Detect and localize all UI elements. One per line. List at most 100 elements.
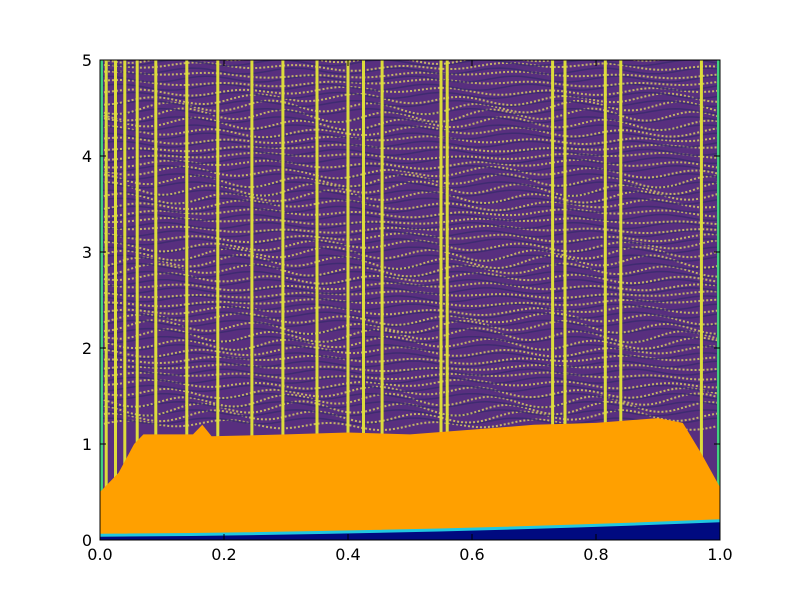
x-tick-label: 0.0 [87,545,112,564]
wave-band [100,319,720,335]
wave-band [100,246,720,262]
vertical-stripes [104,60,703,540]
wave-band [100,221,720,230]
wave-band [100,287,720,295]
y-tick-label: 3 [82,243,92,262]
vertical-stripe [362,60,365,540]
wave-band [100,385,720,400]
wave-band [100,132,720,140]
y-tick-label: 5 [82,51,92,70]
vertical-stripe [346,60,350,540]
wave-band [100,352,720,360]
wave-band [100,409,720,417]
vertical-stripe [603,60,607,540]
wave-band [100,335,720,351]
wave-band [100,217,720,226]
wave-band [100,197,720,205]
vertical-stripe [104,60,108,540]
wave-band [100,246,720,254]
x-tick-label: 0.4 [335,545,360,564]
wave-band [100,140,720,148]
wave-band [100,401,720,409]
wave-band [100,99,720,108]
wave-band [100,213,720,222]
wave-band [100,417,720,425]
wave-band [100,148,720,156]
wave-band [100,368,720,376]
wave-band [100,262,720,278]
wave-band [100,124,720,132]
wave-band [100,327,720,344]
wave-band [100,363,720,373]
wave-band [100,344,720,352]
axis-ticks [99,59,721,541]
axis-tick-labels: 0.0 0.2 0.4 0.6 0.8 1.0 0 1 2 3 4 5 [82,51,733,564]
wave-band [100,327,720,336]
wave-band [100,108,720,116]
wave-band [100,116,720,124]
vertical-stripe [315,60,319,540]
floor-region [100,520,720,540]
wave-band [100,83,720,91]
wave-band [100,92,720,107]
wave-band [100,272,720,285]
vertical-stripe [439,60,443,540]
vertical-stripe [123,60,127,540]
orange-band [100,418,720,536]
x-tick-label: 0.2 [211,545,236,564]
y-tick-label: 4 [82,147,92,166]
y-tick-label: 0 [82,531,92,550]
wave-band [100,70,720,80]
wave-band [100,239,720,253]
right-edge-line [717,60,720,540]
vertical-stripe [699,60,703,540]
wave-band [100,360,720,368]
wave-band [100,303,720,311]
wave-band [100,125,720,139]
wave-band [100,205,720,213]
wave-band [100,143,720,153]
wave-band [100,312,720,326]
vertical-stripe [563,60,567,540]
wave-band [100,305,720,316]
wave-band [100,189,720,205]
vertical-stripe [619,60,623,540]
wave-band [100,52,720,58]
vertical-stripe [114,60,117,540]
left-edge-line [100,60,103,540]
vertical-stripe [250,60,254,540]
vertical-stripe [135,60,139,540]
wave-band [100,378,720,390]
wave-band [100,311,720,319]
vertical-stripe [154,60,158,540]
wave-band [100,60,720,67]
wave-band [100,418,720,431]
wave-band [100,290,720,300]
wave-band [100,198,720,212]
wave-band [100,238,720,246]
vertical-stripe [380,60,384,540]
x-tick-label: 0.6 [459,545,484,564]
wave-band [100,107,720,124]
wave-band [100,319,720,327]
wave-band [100,230,720,238]
vertical-stripe [445,60,449,540]
wave-band [100,99,720,116]
x-tick-label: 1.0 [707,545,732,564]
wave-band [100,165,720,173]
wave-band [100,165,720,180]
y-tick-label: 2 [82,339,92,358]
wave-band [100,384,720,393]
vertical-stripe [216,60,220,540]
x-tick-label: 0.8 [583,545,608,564]
wave-band [100,409,720,424]
wave-band [100,173,720,181]
wave-band [100,156,720,165]
wave-band [100,181,720,189]
wave-band [100,75,720,83]
vertical-stripe [551,60,555,540]
wave-band [100,376,720,384]
vertical-stripe [185,60,189,540]
wave-band [100,189,720,197]
